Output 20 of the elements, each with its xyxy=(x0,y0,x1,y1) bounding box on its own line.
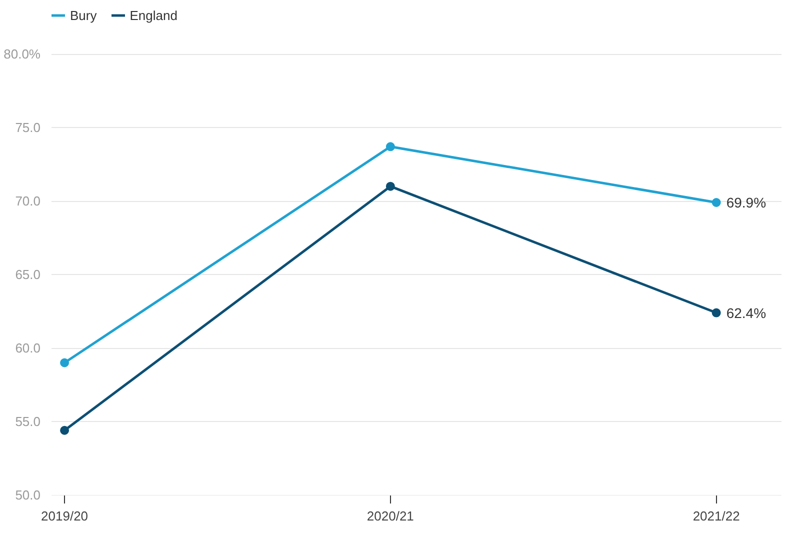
point xyxy=(712,308,721,318)
y-tick-label: 60.0 xyxy=(15,340,41,356)
point xyxy=(60,358,70,368)
data-label: 69.9% xyxy=(726,194,766,210)
point xyxy=(386,142,395,152)
legend-label: Bury xyxy=(70,8,97,22)
point xyxy=(60,426,70,435)
x-tick-label: 2020/21 xyxy=(366,508,414,524)
y-tick-label: 80.0% xyxy=(4,46,41,62)
point xyxy=(386,182,395,191)
legend-label: England xyxy=(130,8,178,22)
y-tick-label: 65.0 xyxy=(15,267,41,282)
x-tick-label: 2021/22 xyxy=(692,508,740,524)
point xyxy=(712,198,721,207)
data-label: 62.4% xyxy=(726,304,766,321)
y-tick-label: 75.0 xyxy=(15,120,41,136)
x-tick-label: 2019/20 xyxy=(41,508,88,524)
y-tick-label: 50.0 xyxy=(15,488,41,503)
y-tick-label: 70.0 xyxy=(15,194,41,209)
y-tick-label: 55.0 xyxy=(15,414,41,430)
